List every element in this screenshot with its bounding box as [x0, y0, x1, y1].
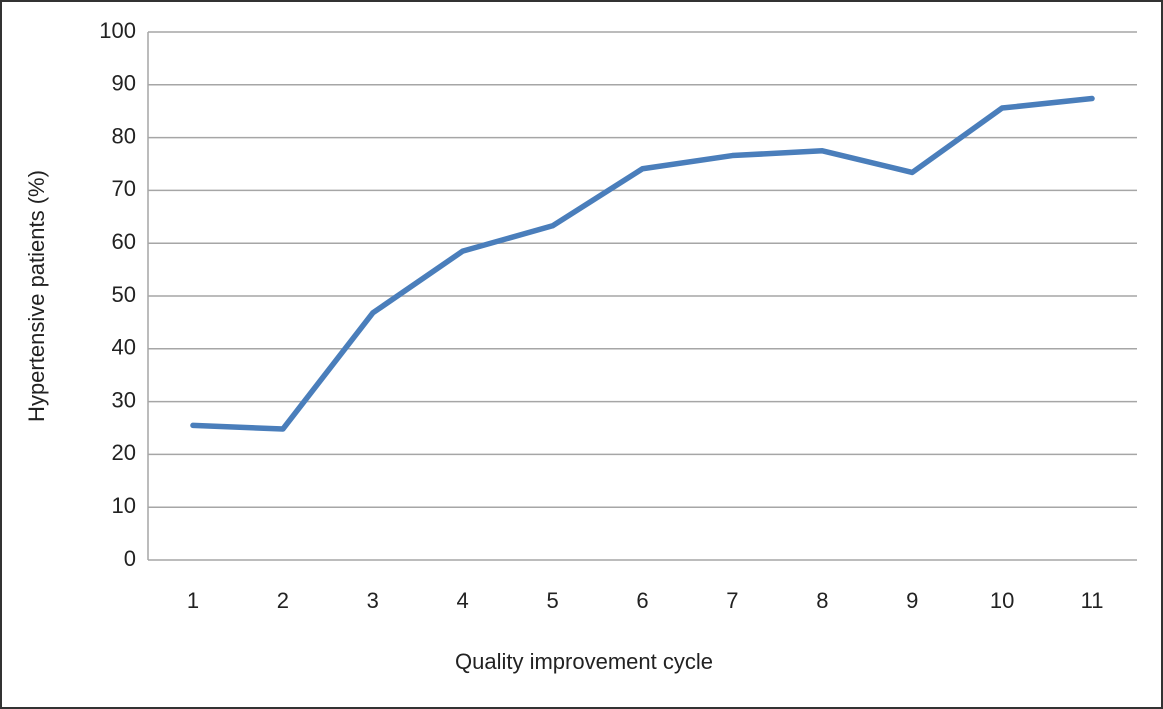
y-tick-label: 40 [112, 335, 136, 360]
y-tick-label: 30 [112, 387, 136, 412]
data-line [190, 95, 1095, 432]
x-tick-label: 4 [457, 588, 469, 613]
x-tick-label: 7 [726, 588, 738, 613]
y-tick-label: 80 [112, 123, 136, 148]
y-axis-label: Hypertensive patients (%) [24, 170, 49, 422]
x-axis-label: Quality improvement cycle [455, 649, 713, 674]
x-tick-label: 8 [816, 588, 828, 613]
x-tick-label: 1 [187, 588, 199, 613]
x-tick-label: 9 [906, 588, 918, 613]
y-tick-label: 60 [112, 229, 136, 254]
y-tick-label: 70 [112, 176, 136, 201]
y-tick-label: 20 [112, 440, 136, 465]
y-tick-label: 100 [99, 18, 136, 43]
x-tick-label: 3 [367, 588, 379, 613]
x-tick-label: 10 [990, 588, 1014, 613]
x-tick-label: 6 [636, 588, 648, 613]
y-tick-label: 50 [112, 282, 136, 307]
x-tick-label: 11 [1081, 588, 1104, 613]
y-tick-label: 0 [124, 546, 136, 571]
x-tick-label: 2 [277, 588, 289, 613]
x-tick-label: 5 [546, 588, 558, 613]
y-tick-label: 10 [112, 493, 136, 518]
y-tick-label: 90 [112, 71, 136, 96]
